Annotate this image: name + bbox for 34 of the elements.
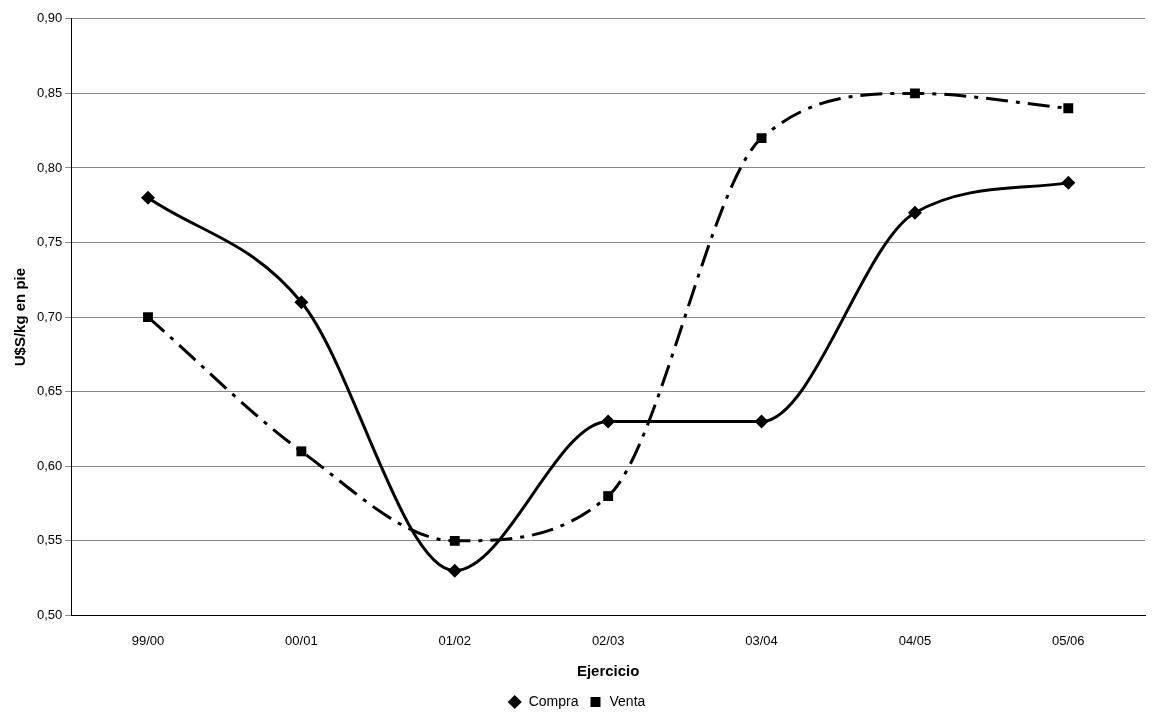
y-tick-label: 0,50 — [36, 606, 63, 622]
y-tick-label: 0,85 — [36, 84, 63, 100]
x-tick-label: 05/06 — [1052, 632, 1085, 648]
y-tick-label: 0,90 — [36, 10, 63, 26]
y-tick-label: 0,65 — [36, 383, 63, 399]
point — [601, 414, 616, 429]
x-tick-label: 01/02 — [438, 632, 472, 648]
y-tick-label: 0,60 — [36, 457, 63, 473]
x-tick-label: 02/03 — [591, 632, 625, 648]
legend-label: Compra — [528, 692, 579, 709]
point — [1063, 103, 1074, 114]
x-axis-title: Ejercicio — [576, 662, 640, 680]
point — [296, 446, 307, 457]
point — [754, 414, 769, 429]
point — [907, 205, 922, 220]
x-tick-label: 04/05 — [898, 632, 932, 648]
point — [756, 133, 767, 144]
y-tick-label: 0,80 — [36, 159, 63, 175]
y-axis-title: U$S/kg en pie — [11, 267, 29, 367]
point — [447, 563, 462, 578]
point — [1061, 175, 1076, 190]
point — [294, 295, 309, 310]
x-tick-label: 00/01 — [285, 632, 318, 648]
point — [143, 312, 153, 323]
y-tick-label: 0,55 — [36, 532, 63, 548]
y-tick-label: 0,70 — [36, 308, 63, 324]
point — [909, 88, 920, 99]
point — [140, 190, 155, 205]
x-tick-label: 99/00 — [131, 632, 165, 648]
point — [603, 491, 614, 502]
x-tick-label: 03/04 — [745, 632, 778, 648]
legend-label: Venta — [609, 692, 646, 709]
point — [449, 535, 460, 546]
y-tick-label: 0,75 — [36, 234, 63, 250]
